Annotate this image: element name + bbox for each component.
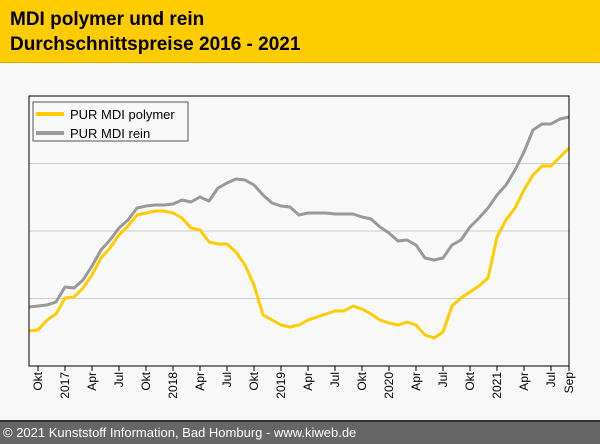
- x-tick-label: Apr: [517, 372, 531, 391]
- x-tick-label: 2019: [274, 372, 288, 399]
- series-line-pur-mdi-polymer: [28, 146, 571, 340]
- x-tick-label: Apr: [301, 372, 315, 391]
- footer-copyright: © 2021 Kunststoff Information, Bad Hombu…: [0, 420, 600, 444]
- series-line-pur-mdi-rein: [28, 115, 570, 309]
- legend-label: PUR MDI polymer: [70, 107, 175, 122]
- x-tick-label: Okt: [31, 371, 45, 390]
- x-tick-label: 2020: [382, 372, 396, 399]
- chart-header: MDI polymer und rein Durchschnittspreise…: [0, 0, 600, 63]
- x-tick-label: Okt: [463, 371, 477, 390]
- x-tick-label: Okt: [139, 371, 153, 390]
- legend-label: PUR MDI rein: [70, 126, 150, 141]
- x-tick-label: Okt: [247, 371, 261, 390]
- x-tick-label: Okt: [355, 371, 369, 390]
- x-tick-label: Sep: [562, 372, 576, 394]
- x-tick-label: 2021: [490, 372, 504, 399]
- x-tick-label: Apr: [193, 372, 207, 391]
- x-tick-label: Apr: [85, 372, 99, 391]
- plot-frame: [28, 95, 570, 367]
- x-tick-label: 2018: [166, 372, 180, 399]
- line-chart: Okt 2017 Apr Jul Okt 2018 Apr Jul Okt 2019 Apr Jul O…: [28, 95, 576, 399]
- x-tick-label: Jul: [112, 372, 126, 387]
- x-tick-label: Jul: [544, 372, 558, 387]
- chart-title-line1: MDI polymer und rein: [10, 9, 205, 30]
- x-tick-label: 2017: [58, 372, 72, 399]
- x-tick-label: Jul: [220, 372, 234, 387]
- chart-title-line2: Durchschnittspreise 2016 - 2021: [10, 34, 301, 55]
- x-tick-label: Jul: [328, 372, 342, 387]
- x-tick-label: Apr: [409, 372, 423, 391]
- x-tick-label: Jul: [436, 372, 450, 387]
